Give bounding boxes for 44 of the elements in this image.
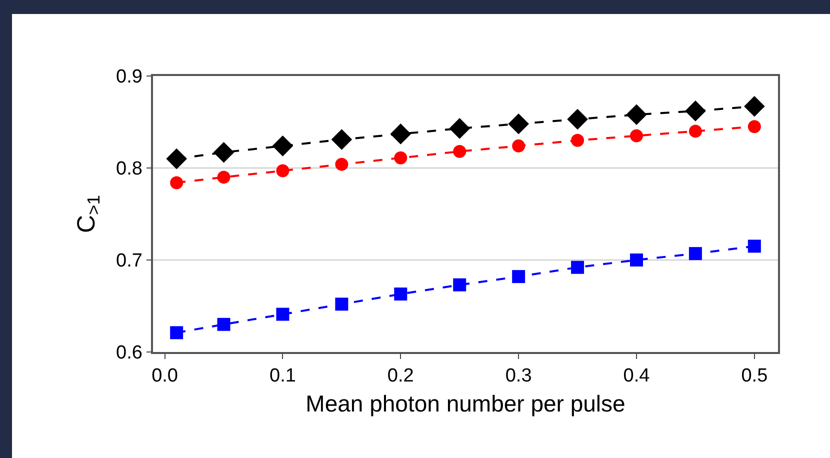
point (170, 176, 184, 190)
point (512, 139, 526, 152)
point (213, 142, 234, 163)
x-tick-label: 0.0 (152, 366, 178, 387)
point (394, 288, 408, 301)
x-tick-label: 0.5 (741, 366, 768, 387)
point (335, 298, 348, 311)
point (571, 134, 584, 147)
point (688, 247, 702, 260)
x-tick-label: 0.4 (623, 366, 650, 387)
point (394, 151, 408, 164)
point (630, 254, 643, 266)
x-axis-title: Mean photon number per pulse (306, 390, 626, 417)
point (748, 240, 761, 253)
point (166, 148, 187, 170)
point (567, 108, 588, 130)
point (453, 144, 466, 158)
point (748, 120, 761, 134)
point (508, 113, 529, 134)
point (744, 96, 765, 117)
y-tick-label: 0.8 (116, 158, 142, 180)
point (217, 318, 230, 331)
point (449, 118, 470, 139)
point (630, 129, 643, 142)
y-tick-label: 0.7 (116, 250, 142, 272)
x-tick-label: 0.1 (270, 366, 296, 387)
y-tick-label: 0.9 (116, 66, 142, 88)
point (335, 158, 348, 171)
point (331, 129, 352, 150)
point (685, 100, 706, 122)
point (512, 270, 526, 284)
point (276, 308, 290, 321)
point (276, 164, 290, 178)
y-tick-label: 0.6 (116, 342, 142, 364)
point (571, 260, 584, 274)
point (217, 170, 230, 184)
point (390, 124, 412, 144)
x-tick-label: 0.3 (505, 366, 532, 387)
point (626, 104, 647, 126)
point (453, 278, 466, 292)
x-tick-label: 0.2 (387, 366, 414, 387)
point (688, 124, 702, 138)
point (170, 326, 184, 340)
point (272, 136, 294, 156)
